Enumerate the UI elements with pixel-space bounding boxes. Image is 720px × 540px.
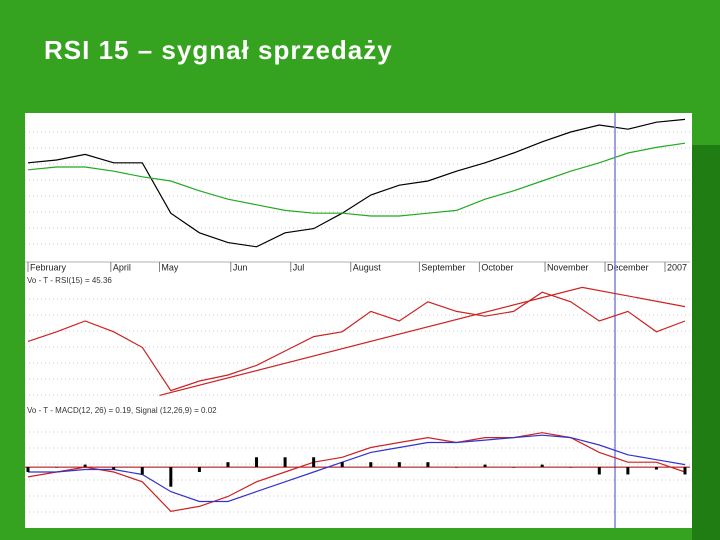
histogram-bar	[454, 467, 458, 468]
series-line	[27, 432, 686, 512]
series-line	[27, 118, 686, 248]
histogram-bar	[312, 457, 316, 468]
histogram-bar	[397, 462, 401, 468]
histogram-bar	[340, 462, 344, 468]
x-tick-label: December	[607, 262, 649, 272]
panel-label: Vo - T - RSI(15) = 45.36	[27, 276, 112, 285]
histogram-bar	[169, 467, 173, 487]
series-line	[28, 434, 686, 503]
series-line	[27, 291, 686, 392]
histogram-bar	[654, 467, 658, 470]
histogram-bar	[369, 462, 373, 468]
histogram-bar	[55, 467, 59, 468]
histogram-bar	[83, 464, 87, 468]
x-tick-label: February	[30, 262, 67, 272]
series-line	[27, 142, 686, 217]
histogram-bar	[512, 467, 516, 468]
histogram-bar	[26, 467, 30, 472]
histogram-bar	[197, 467, 201, 472]
histogram-bar	[626, 467, 630, 475]
histogram-bar	[540, 464, 544, 468]
x-tick-label: October	[481, 262, 513, 272]
histogram-bar	[426, 462, 430, 468]
histogram-bar	[569, 467, 573, 468]
histogram-bar	[255, 457, 259, 468]
histogram-bar	[283, 457, 287, 468]
x-tick-label: 2007	[667, 262, 687, 272]
histogram-bar	[483, 464, 487, 468]
x-tick-label: August	[353, 262, 382, 272]
histogram-bar	[226, 462, 230, 468]
x-tick-label: Jul	[293, 262, 305, 272]
x-tick-label: May	[161, 262, 179, 272]
side-strip	[692, 145, 720, 540]
x-tick-label: Jun	[233, 262, 248, 272]
histogram-bar	[112, 467, 116, 470]
panel-label: Vo - T - MACD(12, 26) = 0.19, Signal (12…	[27, 406, 217, 415]
histogram-bar	[140, 467, 144, 475]
series-line	[159, 286, 686, 396]
slide-title: RSI 15 – sygnał sprzedaży	[44, 35, 393, 65]
histogram-bar	[683, 467, 687, 475]
x-tick-label: September	[421, 262, 465, 272]
x-tick-label: November	[547, 262, 589, 272]
x-tick-label: April	[113, 262, 131, 272]
histogram-bar	[597, 467, 601, 475]
